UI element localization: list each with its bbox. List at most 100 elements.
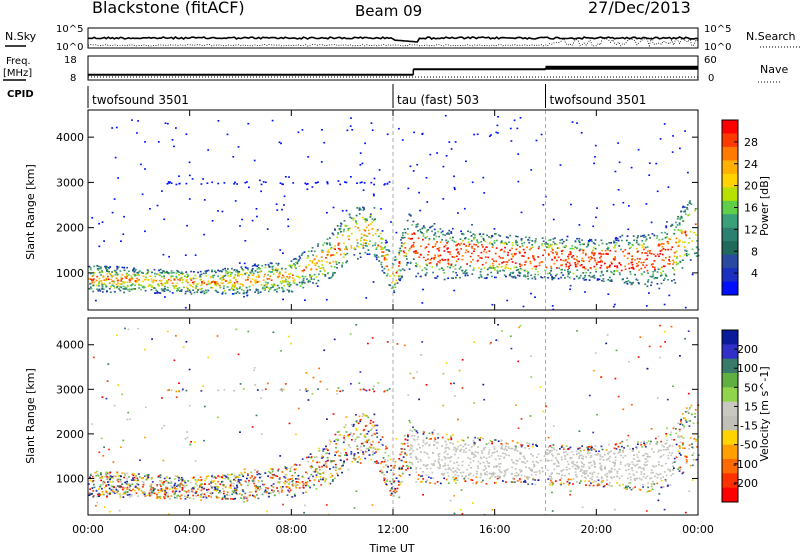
heatmap-cell: [526, 477, 528, 479]
heatmap-cell: [232, 485, 235, 487]
heatmap-cell: [233, 475, 236, 477]
heatmap-cell: [107, 363, 110, 365]
heatmap-cell: [644, 240, 647, 242]
heatmap-cell: [409, 429, 412, 432]
heatmap-cell: [627, 465, 630, 467]
heatmap-cell: [618, 272, 621, 274]
heatmap-cell: [123, 487, 125, 490]
heatmap-cell: [278, 478, 281, 480]
heatmap-cell: [602, 253, 605, 255]
heatmap-cell: [452, 448, 455, 451]
heatmap-cell: [282, 280, 284, 282]
heatmap-cell: [157, 273, 159, 276]
heatmap-cell: [455, 477, 457, 480]
heatmap-cell: [457, 445, 460, 448]
heatmap-cell: [448, 467, 450, 469]
heatmap-cell: [197, 289, 199, 291]
heatmap-cell: [173, 279, 176, 281]
heatmap-cell: [89, 488, 91, 490]
heatmap-cell: [412, 241, 415, 244]
heatmap-cell: [574, 246, 577, 248]
heatmap-cell: [571, 256, 573, 258]
heatmap-cell: [277, 268, 279, 271]
heatmap-cell: [366, 433, 369, 435]
heatmap-cell: [279, 182, 282, 184]
heatmap-cell: [566, 480, 569, 483]
heatmap-cell: [345, 451, 347, 454]
heatmap-cell: [681, 259, 684, 261]
heatmap-cell: [358, 213, 361, 215]
heatmap-cell: [600, 255, 603, 258]
heatmap-cell: [175, 396, 178, 398]
heatmap-cell: [659, 268, 661, 270]
heatmap-cell: [185, 280, 188, 283]
heatmap-cell: [166, 271, 168, 273]
heatmap-cell: [666, 447, 669, 449]
heatmap-cell: [210, 493, 213, 496]
heatmap-cell: [229, 275, 232, 277]
heatmap-cell: [398, 484, 400, 486]
heatmap-cell: [226, 494, 228, 496]
heatmap-cell: [190, 270, 192, 273]
heatmap-cell: [563, 269, 566, 271]
heatmap-cell: [130, 284, 133, 287]
heatmap-cell: [638, 244, 641, 246]
heatmap-cell: [471, 245, 473, 248]
heatmap-cell: [328, 452, 331, 455]
heatmap-cell: [411, 435, 413, 437]
heatmap-cell: [358, 207, 361, 210]
heatmap-cell: [627, 434, 630, 437]
heatmap-cell: [313, 456, 316, 458]
heatmap-cell: [161, 482, 164, 484]
heatmap-cell: [500, 471, 503, 474]
heatmap-cell: [413, 434, 416, 437]
heatmap-cell: [583, 266, 585, 268]
heatmap-cell: [662, 259, 665, 262]
heatmap-cell: [196, 484, 199, 487]
heatmap-cell: [582, 458, 584, 460]
heatmap-cell: [247, 474, 249, 477]
heatmap-cell: [590, 454, 593, 457]
heatmap-cell: [416, 223, 419, 225]
heatmap-cell: [667, 468, 669, 471]
heatmap-cell: [343, 252, 345, 255]
heatmap-cell: [541, 276, 544, 279]
heatmap-cell: [539, 386, 542, 388]
heatmap-cell: [606, 458, 609, 461]
heatmap-cell: [320, 484, 323, 486]
heatmap-cell: [102, 276, 105, 279]
heatmap-cell: [379, 232, 382, 235]
heatmap-cell: [434, 482, 436, 485]
heatmap-cell: [627, 252, 629, 255]
heatmap-cell: [106, 496, 108, 498]
heatmap-cell: [614, 256, 616, 258]
heatmap-cell: [537, 273, 540, 276]
heatmap-cell: [501, 242, 504, 244]
heatmap-cell: [132, 273, 135, 276]
heatmap-cell: [481, 263, 484, 266]
heatmap-cell: [373, 452, 376, 454]
heatmap-cell: [404, 247, 407, 249]
heatmap-cell: [405, 454, 408, 456]
heatmap-cell: [324, 460, 327, 463]
heatmap-cell: [671, 224, 674, 227]
heatmap-cell: [442, 165, 445, 168]
heatmap-cell: [528, 467, 531, 469]
heatmap-cell: [523, 269, 526, 272]
heatmap-cell: [243, 289, 245, 292]
heatmap-cell: [442, 233, 444, 236]
heatmap-cell: [424, 443, 427, 445]
heatmap-cell: [160, 488, 163, 490]
heatmap-cell: [659, 449, 662, 452]
heatmap-cell: [447, 468, 450, 470]
heatmap-cell: [192, 286, 194, 288]
heatmap-cell: [485, 246, 488, 248]
heatmap-cell: [641, 240, 644, 242]
heatmap-cell: [548, 254, 550, 256]
heatmap-cell: [265, 281, 267, 284]
heatmap-cell: [618, 468, 621, 470]
heatmap-cell: [425, 263, 428, 266]
heatmap-cell: [577, 239, 580, 242]
heatmap-cell: [574, 262, 577, 264]
heatmap-cell: [503, 270, 505, 272]
